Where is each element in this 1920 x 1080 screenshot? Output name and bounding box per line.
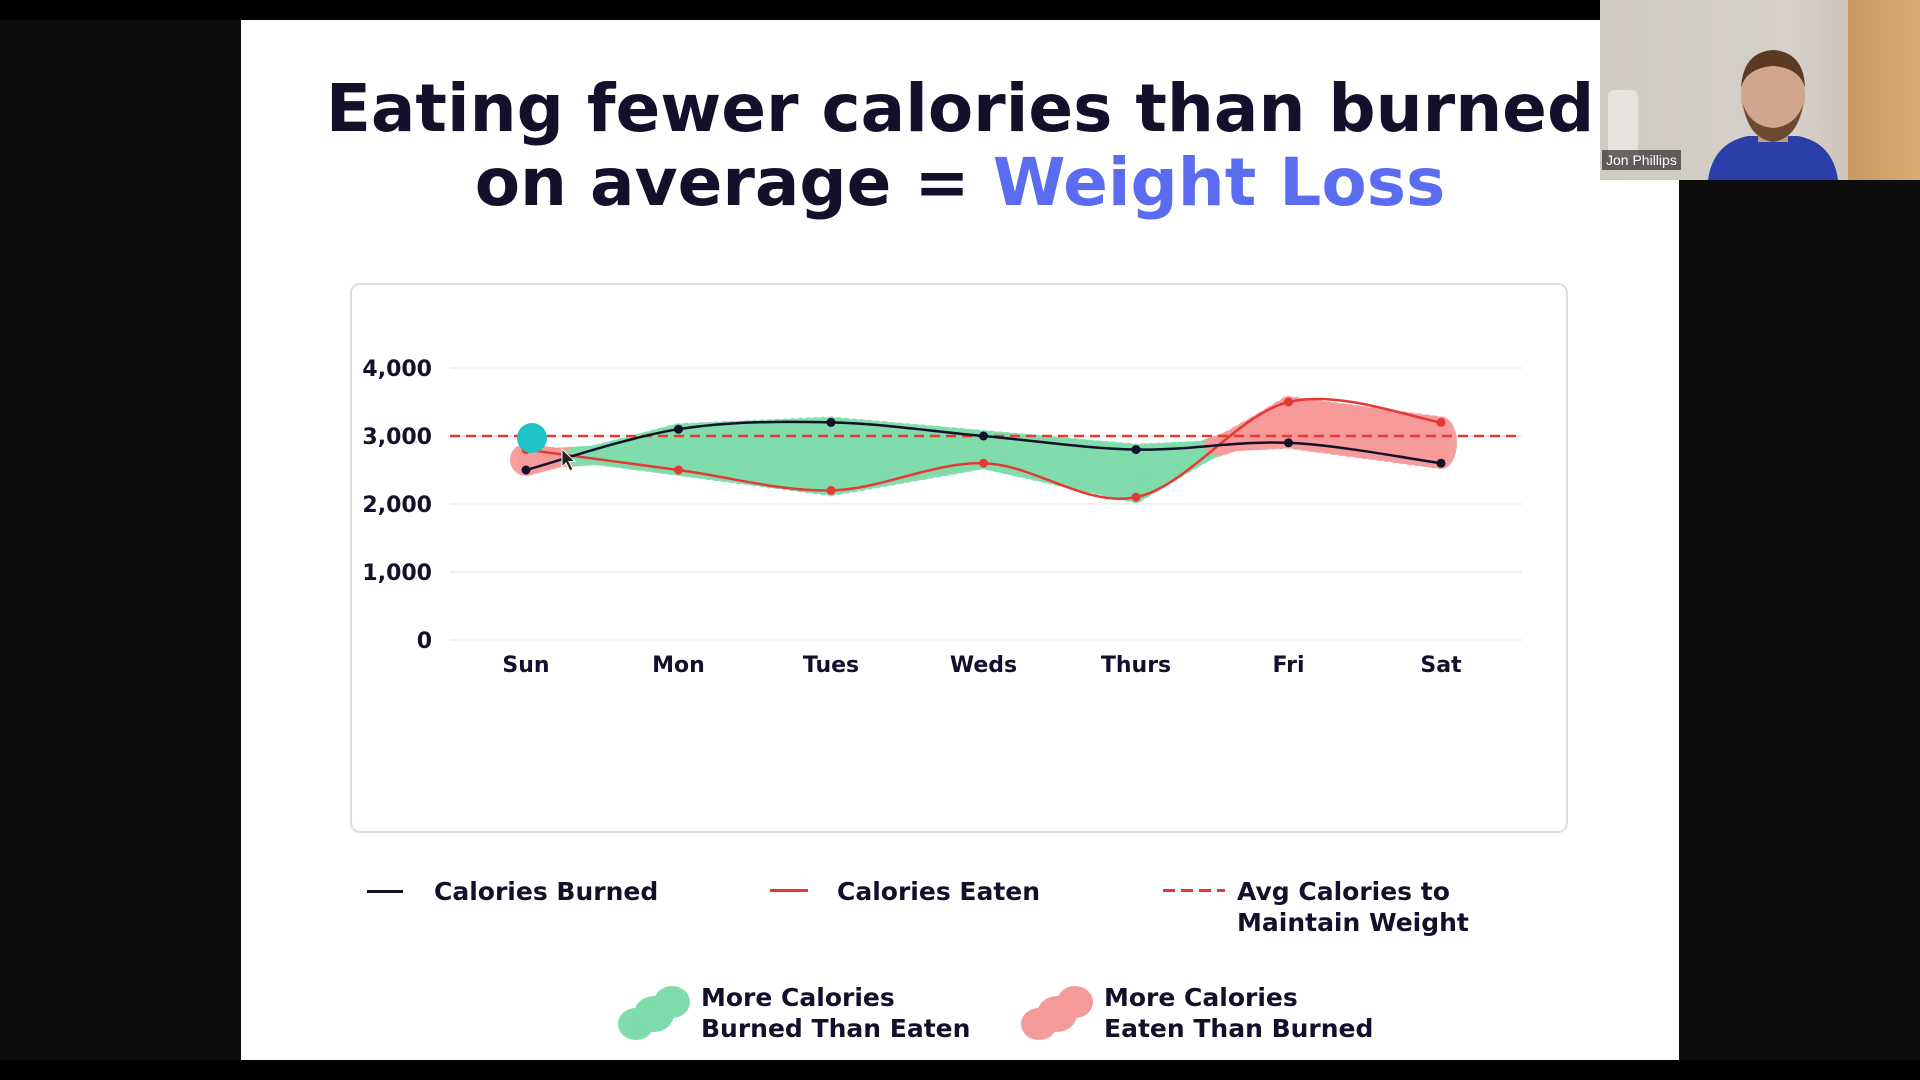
- legend-avg-label: Avg Calories to Maintain Weight: [1237, 876, 1469, 938]
- participant-video-tile[interactable]: Jon Phillips: [1600, 0, 1920, 180]
- burned-point: [1436, 458, 1446, 468]
- participant-name: Jon Phillips: [1602, 150, 1681, 170]
- x-tick-label: Sat: [1420, 653, 1462, 678]
- burned-point: [1131, 445, 1141, 455]
- burned-point: [521, 465, 531, 475]
- legend-eaten-label: Calories Eaten: [837, 877, 1041, 906]
- x-tick-label: Mon: [652, 653, 705, 678]
- title-line-2-prefix: on average =: [474, 144, 993, 221]
- calories-chart: 4,000 3,000 2,000 1,000 0 Sun Mon Tues Weds Thurs…: [362, 357, 1522, 678]
- y-tick-label: 4,000: [362, 357, 432, 382]
- title-accent: Weight Loss: [992, 144, 1446, 221]
- fill-blob: [1425, 416, 1457, 470]
- legend-pink-swatch: [1021, 986, 1093, 1040]
- x-tick-label: Fri: [1272, 653, 1304, 678]
- top-bar: [0, 0, 1920, 20]
- presentation-slide: Eating fewer calories than burned on ave…: [241, 20, 1679, 1060]
- eaten-point: [979, 458, 988, 468]
- slide-title: Eating fewer calories than burned on ave…: [241, 72, 1679, 220]
- difference-fill: [510, 396, 1457, 504]
- eaten-point: [826, 485, 836, 495]
- chart-card: 4,000 3,000 2,000 1,000 0 Sun Mon Tues Weds Thurs…: [350, 283, 1568, 833]
- burned-point: [979, 431, 988, 441]
- eaten-point: [1436, 417, 1446, 427]
- video-door: [1848, 0, 1920, 180]
- legend-avg-swatch: [1163, 889, 1225, 892]
- mouse-cursor-icon: [561, 447, 577, 472]
- legend-avg-line-2: Maintain Weight: [1237, 908, 1469, 937]
- x-tick-label: Thurs: [1101, 653, 1171, 678]
- x-tick-label: Weds: [950, 653, 1017, 678]
- title-line-1: Eating fewer calories than burned: [325, 70, 1595, 147]
- y-tick-label: 1,000: [362, 561, 432, 586]
- title-line-2: on average = Weight Loss: [241, 146, 1679, 220]
- burned-point: [1284, 438, 1293, 448]
- legend-burned-swatch: [367, 890, 403, 893]
- burned-point: [826, 417, 836, 427]
- legend-green-label: More Calories Burned Than Eaten: [701, 982, 970, 1044]
- legend-green-swatch: [618, 986, 690, 1040]
- eaten-point: [1284, 397, 1293, 407]
- y-tick-label: 3,000: [362, 425, 432, 450]
- legend-green-line-1: More Calories: [701, 983, 895, 1012]
- legend-eaten-swatch: [770, 889, 808, 892]
- legend-burned-label: Calories Burned: [434, 877, 659, 906]
- y-tick-label: 2,000: [362, 493, 432, 518]
- legend-pink-line-2: Eaten Than Burned: [1104, 1014, 1374, 1043]
- eaten-point: [1131, 492, 1141, 502]
- burned-point: [674, 424, 683, 434]
- bottom-bar: [0, 1060, 1920, 1080]
- x-tick-label: Tues: [803, 653, 859, 678]
- y-tick-label: 0: [417, 629, 432, 654]
- x-tick-label: Sun: [502, 653, 549, 678]
- video-fixture: [1608, 90, 1638, 160]
- eaten-point: [674, 465, 683, 475]
- legend-avg-line-1: Avg Calories to: [1237, 877, 1450, 906]
- cursor-highlight[interactable]: [517, 423, 547, 453]
- participant-person-icon: [1708, 50, 1838, 180]
- legend-green-line-2: Burned Than Eaten: [701, 1014, 971, 1043]
- legend-pink-line-1: More Calories: [1104, 983, 1298, 1012]
- legend-pink-label: More Calories Eaten Than Burned: [1104, 982, 1373, 1044]
